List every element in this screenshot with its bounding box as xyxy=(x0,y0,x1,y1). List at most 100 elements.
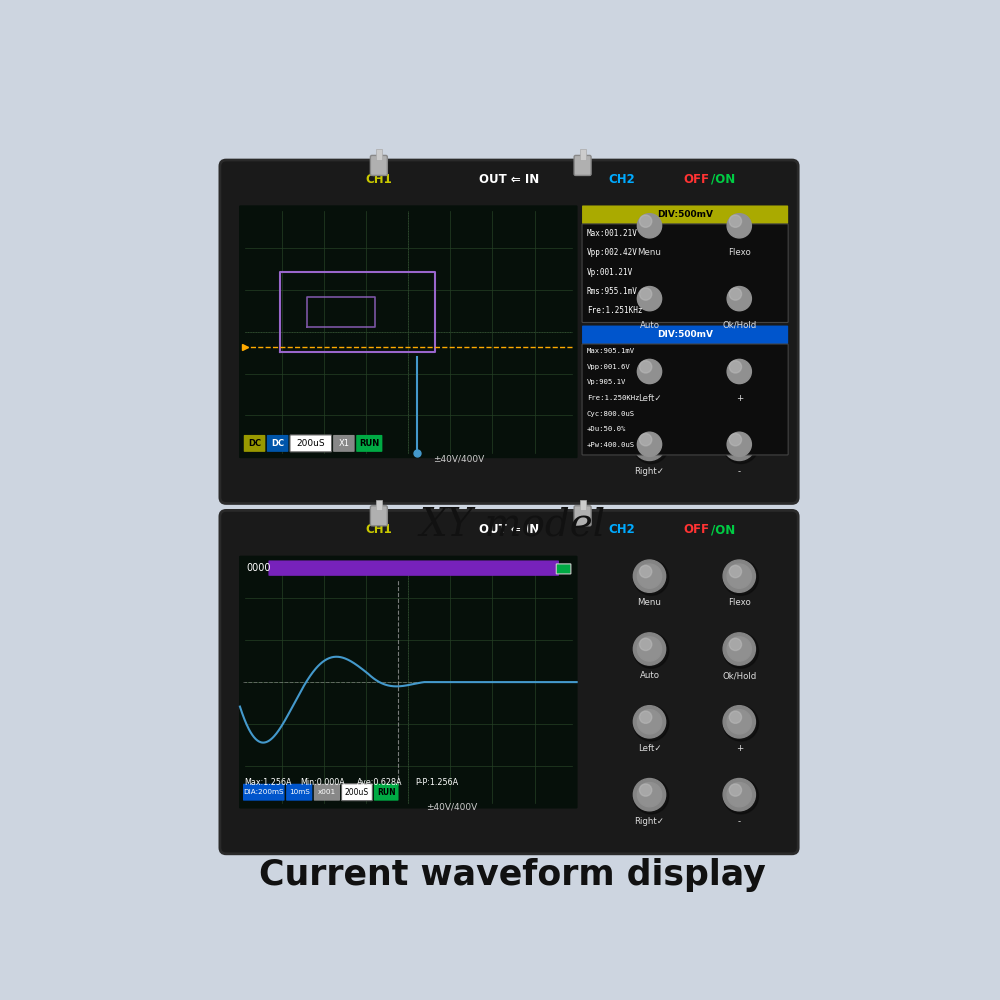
Text: DC: DC xyxy=(248,439,261,448)
Circle shape xyxy=(633,210,666,242)
Circle shape xyxy=(729,565,742,578)
FancyBboxPatch shape xyxy=(370,155,387,175)
FancyBboxPatch shape xyxy=(574,155,591,175)
Text: 200uS: 200uS xyxy=(296,439,325,448)
Circle shape xyxy=(723,428,759,464)
Circle shape xyxy=(637,783,662,807)
Circle shape xyxy=(723,282,755,315)
Text: Ok/Hold: Ok/Hold xyxy=(722,321,756,330)
Circle shape xyxy=(633,779,666,811)
Circle shape xyxy=(723,210,755,242)
Circle shape xyxy=(723,428,755,460)
Text: DIV:500mV: DIV:500mV xyxy=(657,210,713,219)
Circle shape xyxy=(637,564,662,588)
Circle shape xyxy=(640,784,652,796)
Circle shape xyxy=(633,560,666,592)
Circle shape xyxy=(723,282,759,318)
Circle shape xyxy=(640,565,652,578)
Text: Flexo: Flexo xyxy=(728,248,751,257)
Text: XY model: XY model xyxy=(419,507,606,544)
Circle shape xyxy=(723,210,759,245)
Text: CH1: CH1 xyxy=(365,173,392,186)
Text: 200uS: 200uS xyxy=(345,788,369,797)
Text: Rms:955.1mV: Rms:955.1mV xyxy=(587,287,638,296)
Text: +Du:50.0%: +Du:50.0% xyxy=(587,426,626,432)
Circle shape xyxy=(727,710,751,734)
FancyBboxPatch shape xyxy=(556,564,571,574)
Bar xyxy=(580,500,586,510)
Text: Current waveform display: Current waveform display xyxy=(259,858,766,892)
Bar xyxy=(580,149,586,160)
Circle shape xyxy=(723,355,759,391)
Circle shape xyxy=(727,214,751,238)
Text: +: + xyxy=(736,744,743,753)
Text: OFF: OFF xyxy=(683,173,709,186)
FancyBboxPatch shape xyxy=(243,784,285,801)
Circle shape xyxy=(729,215,742,227)
Circle shape xyxy=(729,361,742,373)
Circle shape xyxy=(723,779,755,811)
Circle shape xyxy=(633,355,666,388)
FancyBboxPatch shape xyxy=(244,435,265,452)
Circle shape xyxy=(637,637,662,661)
Circle shape xyxy=(729,434,742,446)
Text: Fre:1.251KHz: Fre:1.251KHz xyxy=(587,306,642,315)
Text: +: + xyxy=(736,394,743,403)
Circle shape xyxy=(633,633,666,665)
Circle shape xyxy=(640,215,652,227)
Circle shape xyxy=(633,428,666,460)
Text: X1: X1 xyxy=(338,439,349,448)
Circle shape xyxy=(637,359,662,384)
Circle shape xyxy=(723,633,755,665)
Text: OFF: OFF xyxy=(683,523,709,536)
Circle shape xyxy=(637,710,662,734)
Text: Max:1.256A: Max:1.256A xyxy=(245,778,292,787)
Text: Max:905.1mV: Max:905.1mV xyxy=(587,348,635,354)
Text: P-P:1.256A: P-P:1.256A xyxy=(415,778,459,787)
Circle shape xyxy=(640,638,652,651)
Text: Fre:1.250KHz: Fre:1.250KHz xyxy=(587,395,639,401)
Text: Vp:905.1V: Vp:905.1V xyxy=(587,379,626,385)
Circle shape xyxy=(633,210,669,245)
Text: Left✓: Left✓ xyxy=(638,394,661,403)
FancyBboxPatch shape xyxy=(238,204,579,460)
Circle shape xyxy=(729,638,742,651)
Circle shape xyxy=(727,359,751,384)
Circle shape xyxy=(729,784,742,796)
Circle shape xyxy=(723,706,755,738)
FancyBboxPatch shape xyxy=(314,784,340,801)
Text: Menu: Menu xyxy=(638,248,661,257)
Text: Ok/Hold: Ok/Hold xyxy=(722,671,756,680)
FancyBboxPatch shape xyxy=(268,560,559,576)
Text: Vp:001.21V: Vp:001.21V xyxy=(587,268,633,277)
Text: RUN: RUN xyxy=(377,788,396,797)
Text: DIA:200mS: DIA:200mS xyxy=(243,789,284,795)
Text: CH1: CH1 xyxy=(365,523,392,536)
FancyBboxPatch shape xyxy=(238,554,579,810)
Text: Auto: Auto xyxy=(640,321,660,330)
Circle shape xyxy=(727,564,751,588)
Text: +Pw:400.0uS: +Pw:400.0uS xyxy=(587,442,635,448)
Circle shape xyxy=(723,779,759,814)
Text: -: - xyxy=(738,467,741,476)
Text: x001: x001 xyxy=(318,789,336,795)
Text: Auto: Auto xyxy=(640,671,660,680)
FancyBboxPatch shape xyxy=(333,435,355,452)
Circle shape xyxy=(633,282,666,315)
Text: OUT ⇐ IN: OUT ⇐ IN xyxy=(479,523,539,536)
Circle shape xyxy=(723,706,759,741)
Circle shape xyxy=(633,560,669,595)
Text: Left✓: Left✓ xyxy=(638,744,661,753)
Text: -: - xyxy=(738,817,741,826)
Circle shape xyxy=(727,432,751,456)
FancyBboxPatch shape xyxy=(370,506,387,526)
Circle shape xyxy=(637,432,662,456)
Circle shape xyxy=(640,711,652,723)
Circle shape xyxy=(633,428,669,464)
Text: RUN: RUN xyxy=(359,439,379,448)
Circle shape xyxy=(729,288,742,300)
Circle shape xyxy=(729,711,742,723)
Text: /ON: /ON xyxy=(711,523,735,536)
Circle shape xyxy=(723,560,759,595)
FancyBboxPatch shape xyxy=(582,205,788,224)
